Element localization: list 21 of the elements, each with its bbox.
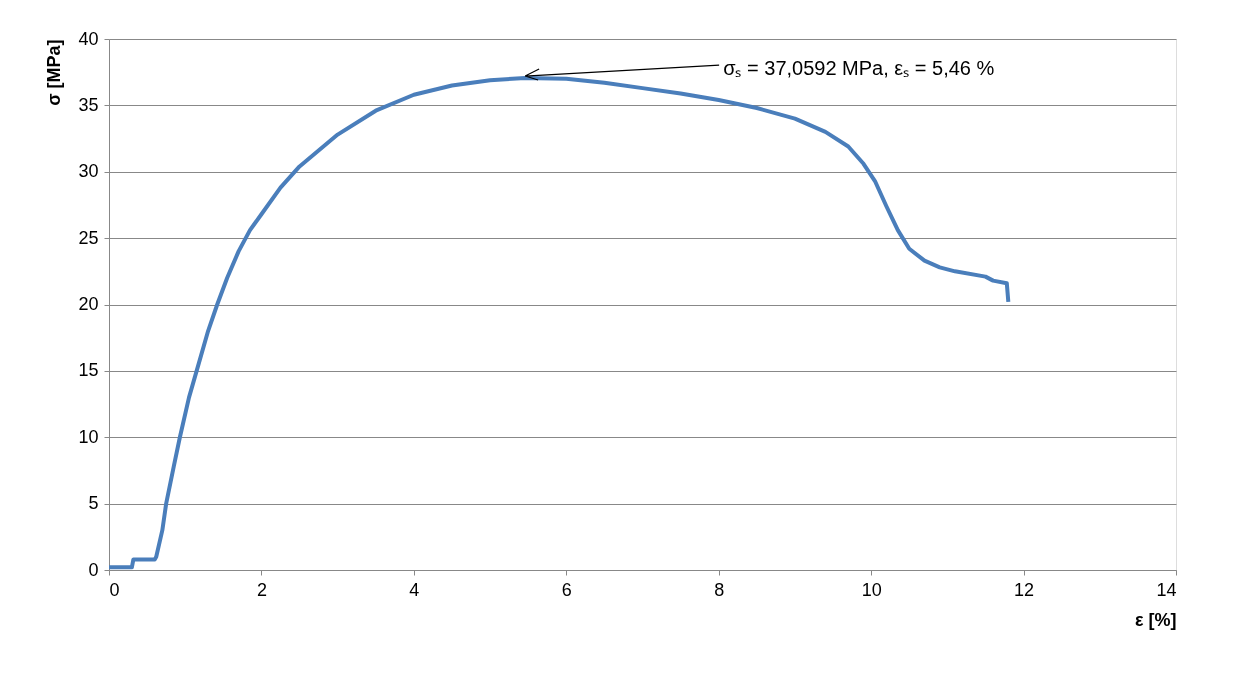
- x-axis-title: ε [%]: [1134, 609, 1177, 630]
- y-axis-title: σ [MPa]: [44, 39, 65, 106]
- x-tick-label: 10: [861, 579, 882, 600]
- y-tick-label: 30: [78, 161, 99, 182]
- y-tick-label: 5: [88, 493, 99, 514]
- y-tick-label: 20: [78, 294, 99, 314]
- y-tick-label: 15: [78, 360, 99, 381]
- y-tick-label: 10: [78, 426, 99, 447]
- x-tick-label: 14: [1156, 579, 1177, 600]
- y-tick-label: 0: [88, 559, 99, 580]
- y-tick-label: 25: [78, 227, 99, 248]
- y-tick-label: 35: [78, 94, 99, 115]
- x-tick-label: 12: [1014, 579, 1035, 600]
- y-tick-label: 40: [78, 28, 99, 49]
- x-tick-label: 6: [561, 579, 572, 600]
- x-tick-label: 4: [409, 579, 420, 600]
- x-tick-label: 0: [109, 579, 120, 600]
- x-tick-label: 8: [714, 579, 725, 600]
- annotation: σₛ = 37,0592 MPa, εₛ = 5,46 %: [723, 57, 995, 80]
- line-series: [107, 76, 1011, 570]
- x-tick-label: 2: [256, 579, 267, 600]
